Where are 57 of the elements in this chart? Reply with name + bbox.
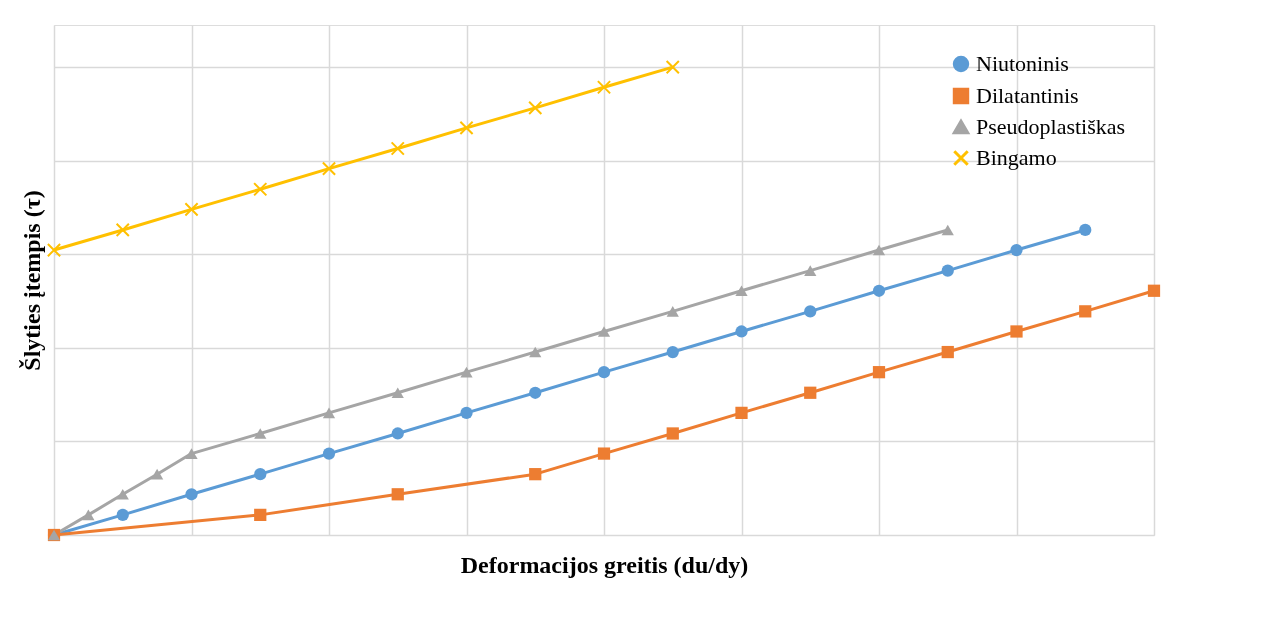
point — [941, 264, 954, 277]
point — [941, 345, 954, 359]
y-axis-title: Šlyties įtempis (τ) — [18, 190, 45, 371]
point — [1079, 223, 1092, 237]
point — [735, 325, 748, 338]
legend-label: Pseudoplastiškas — [976, 114, 1126, 139]
point — [1010, 325, 1023, 338]
point — [528, 100, 543, 115]
point — [941, 224, 954, 236]
legend-label: Niutoninis — [976, 51, 1069, 76]
point — [185, 448, 198, 459]
point — [321, 161, 337, 176]
point — [391, 488, 404, 501]
point — [391, 387, 404, 399]
point — [872, 366, 886, 379]
point — [596, 80, 612, 95]
point — [597, 447, 611, 460]
point — [665, 59, 680, 75]
point — [666, 345, 679, 359]
point — [322, 407, 336, 419]
point — [185, 488, 198, 501]
point — [115, 222, 130, 238]
point — [390, 141, 405, 156]
point — [151, 468, 164, 480]
point — [597, 326, 611, 337]
x-axis-title: Deformacijos greitis (du/dy) — [460, 551, 749, 578]
point — [46, 242, 62, 258]
legend-label: Dilatantinis — [976, 83, 1079, 108]
point — [116, 508, 129, 521]
point — [1010, 243, 1023, 257]
point — [529, 468, 542, 481]
point — [529, 346, 542, 358]
point — [184, 202, 199, 217]
point — [804, 265, 817, 276]
point — [529, 386, 542, 399]
point — [804, 386, 817, 399]
point — [872, 284, 886, 297]
point — [735, 285, 748, 297]
legend-label: Bingamo — [976, 145, 1057, 170]
point — [666, 427, 679, 440]
point — [804, 305, 817, 318]
point — [253, 182, 268, 197]
point — [872, 244, 886, 256]
point — [666, 306, 679, 317]
point — [1147, 284, 1161, 297]
point — [597, 366, 611, 379]
point — [254, 428, 267, 439]
point — [391, 427, 404, 440]
point — [82, 509, 95, 521]
point — [460, 406, 473, 419]
point — [322, 447, 336, 460]
point — [254, 508, 267, 521]
point — [735, 406, 748, 419]
point — [1079, 305, 1092, 318]
point — [254, 468, 267, 481]
point — [459, 120, 474, 136]
point — [116, 488, 129, 500]
